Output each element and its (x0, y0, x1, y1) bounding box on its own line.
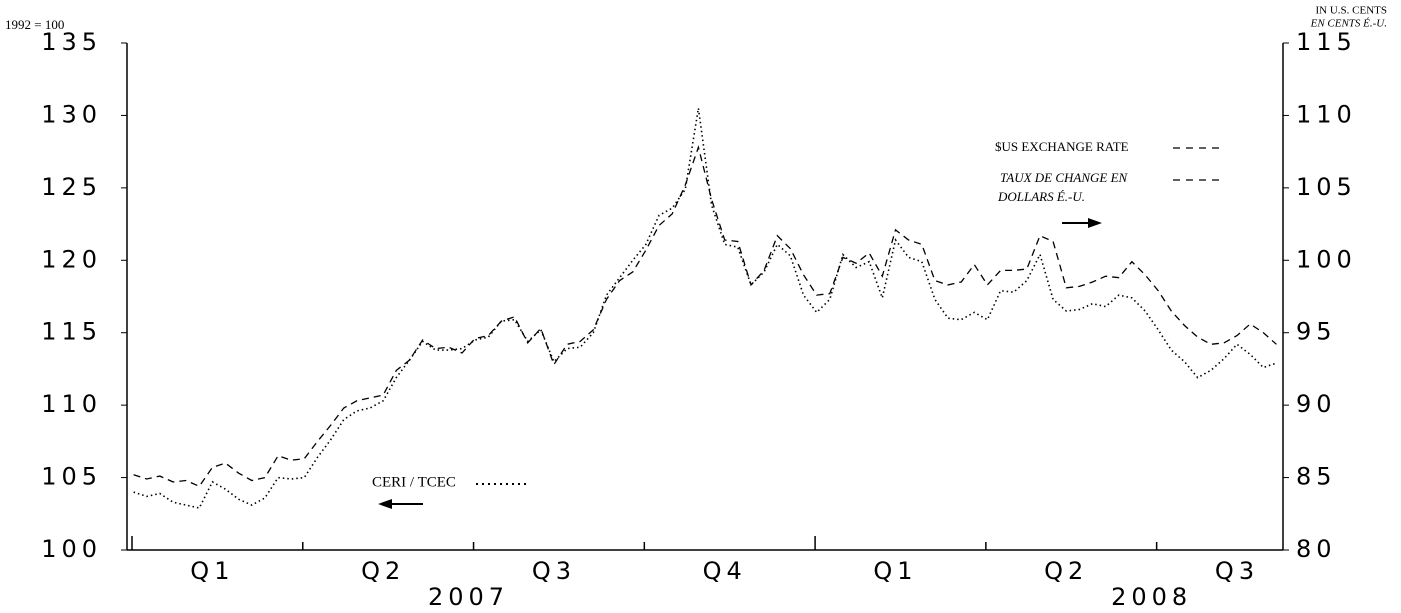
y2-tick-label: 90 (1296, 390, 1337, 418)
legend-label: TAUX DE CHANGE EN (1000, 170, 1129, 185)
x-tick-label: Q3 (532, 557, 576, 585)
y2-tick-label: 110 (1296, 100, 1357, 128)
y-tick-label: 120 (41, 245, 102, 273)
x-tick-label: Q1 (190, 557, 234, 585)
x-tick-label: Q4 (703, 557, 747, 585)
y-tick-label: 110 (41, 390, 102, 418)
arrow-head (378, 499, 392, 509)
right-axis-label: IN U.S. CENTS (1315, 5, 1387, 17)
arrow-head (1088, 218, 1102, 228)
right-axis-label: EN CENTS É.-U. (1310, 18, 1387, 30)
x-tick-label: Q3 (1215, 557, 1259, 585)
x-tick-label: Q1 (873, 557, 917, 585)
y2-tick-label: 105 (1296, 173, 1357, 201)
y2-tick-label: 95 (1296, 318, 1337, 346)
left-axis-label: 1992 = 100 (5, 17, 64, 32)
y2-tick-label: 100 (1296, 245, 1357, 273)
y2-tick-label: 85 (1296, 463, 1337, 491)
y2-tick-label: 115 (1296, 28, 1357, 56)
y-tick-label: 115 (41, 318, 102, 346)
x-tick-label: Q2 (1044, 557, 1088, 585)
year-label: 2008 (1111, 583, 1192, 611)
x-tick-label: Q2 (361, 557, 405, 585)
year-label: 2007 (428, 583, 509, 611)
y-tick-label: 135 (41, 28, 102, 56)
legend-label: DOLLARS É.-U. (997, 189, 1085, 204)
series-line (133, 145, 1277, 488)
series-line (133, 108, 1277, 509)
legend-label: CERI / TCEC (372, 474, 456, 490)
legend-label: $US EXCHANGE RATE (995, 139, 1129, 154)
y-tick-label: 100 (41, 535, 102, 563)
y-tick-label: 105 (41, 463, 102, 491)
y-tick-label: 125 (41, 173, 102, 201)
y2-tick-label: 80 (1296, 535, 1337, 563)
y-tick-label: 130 (41, 100, 102, 128)
